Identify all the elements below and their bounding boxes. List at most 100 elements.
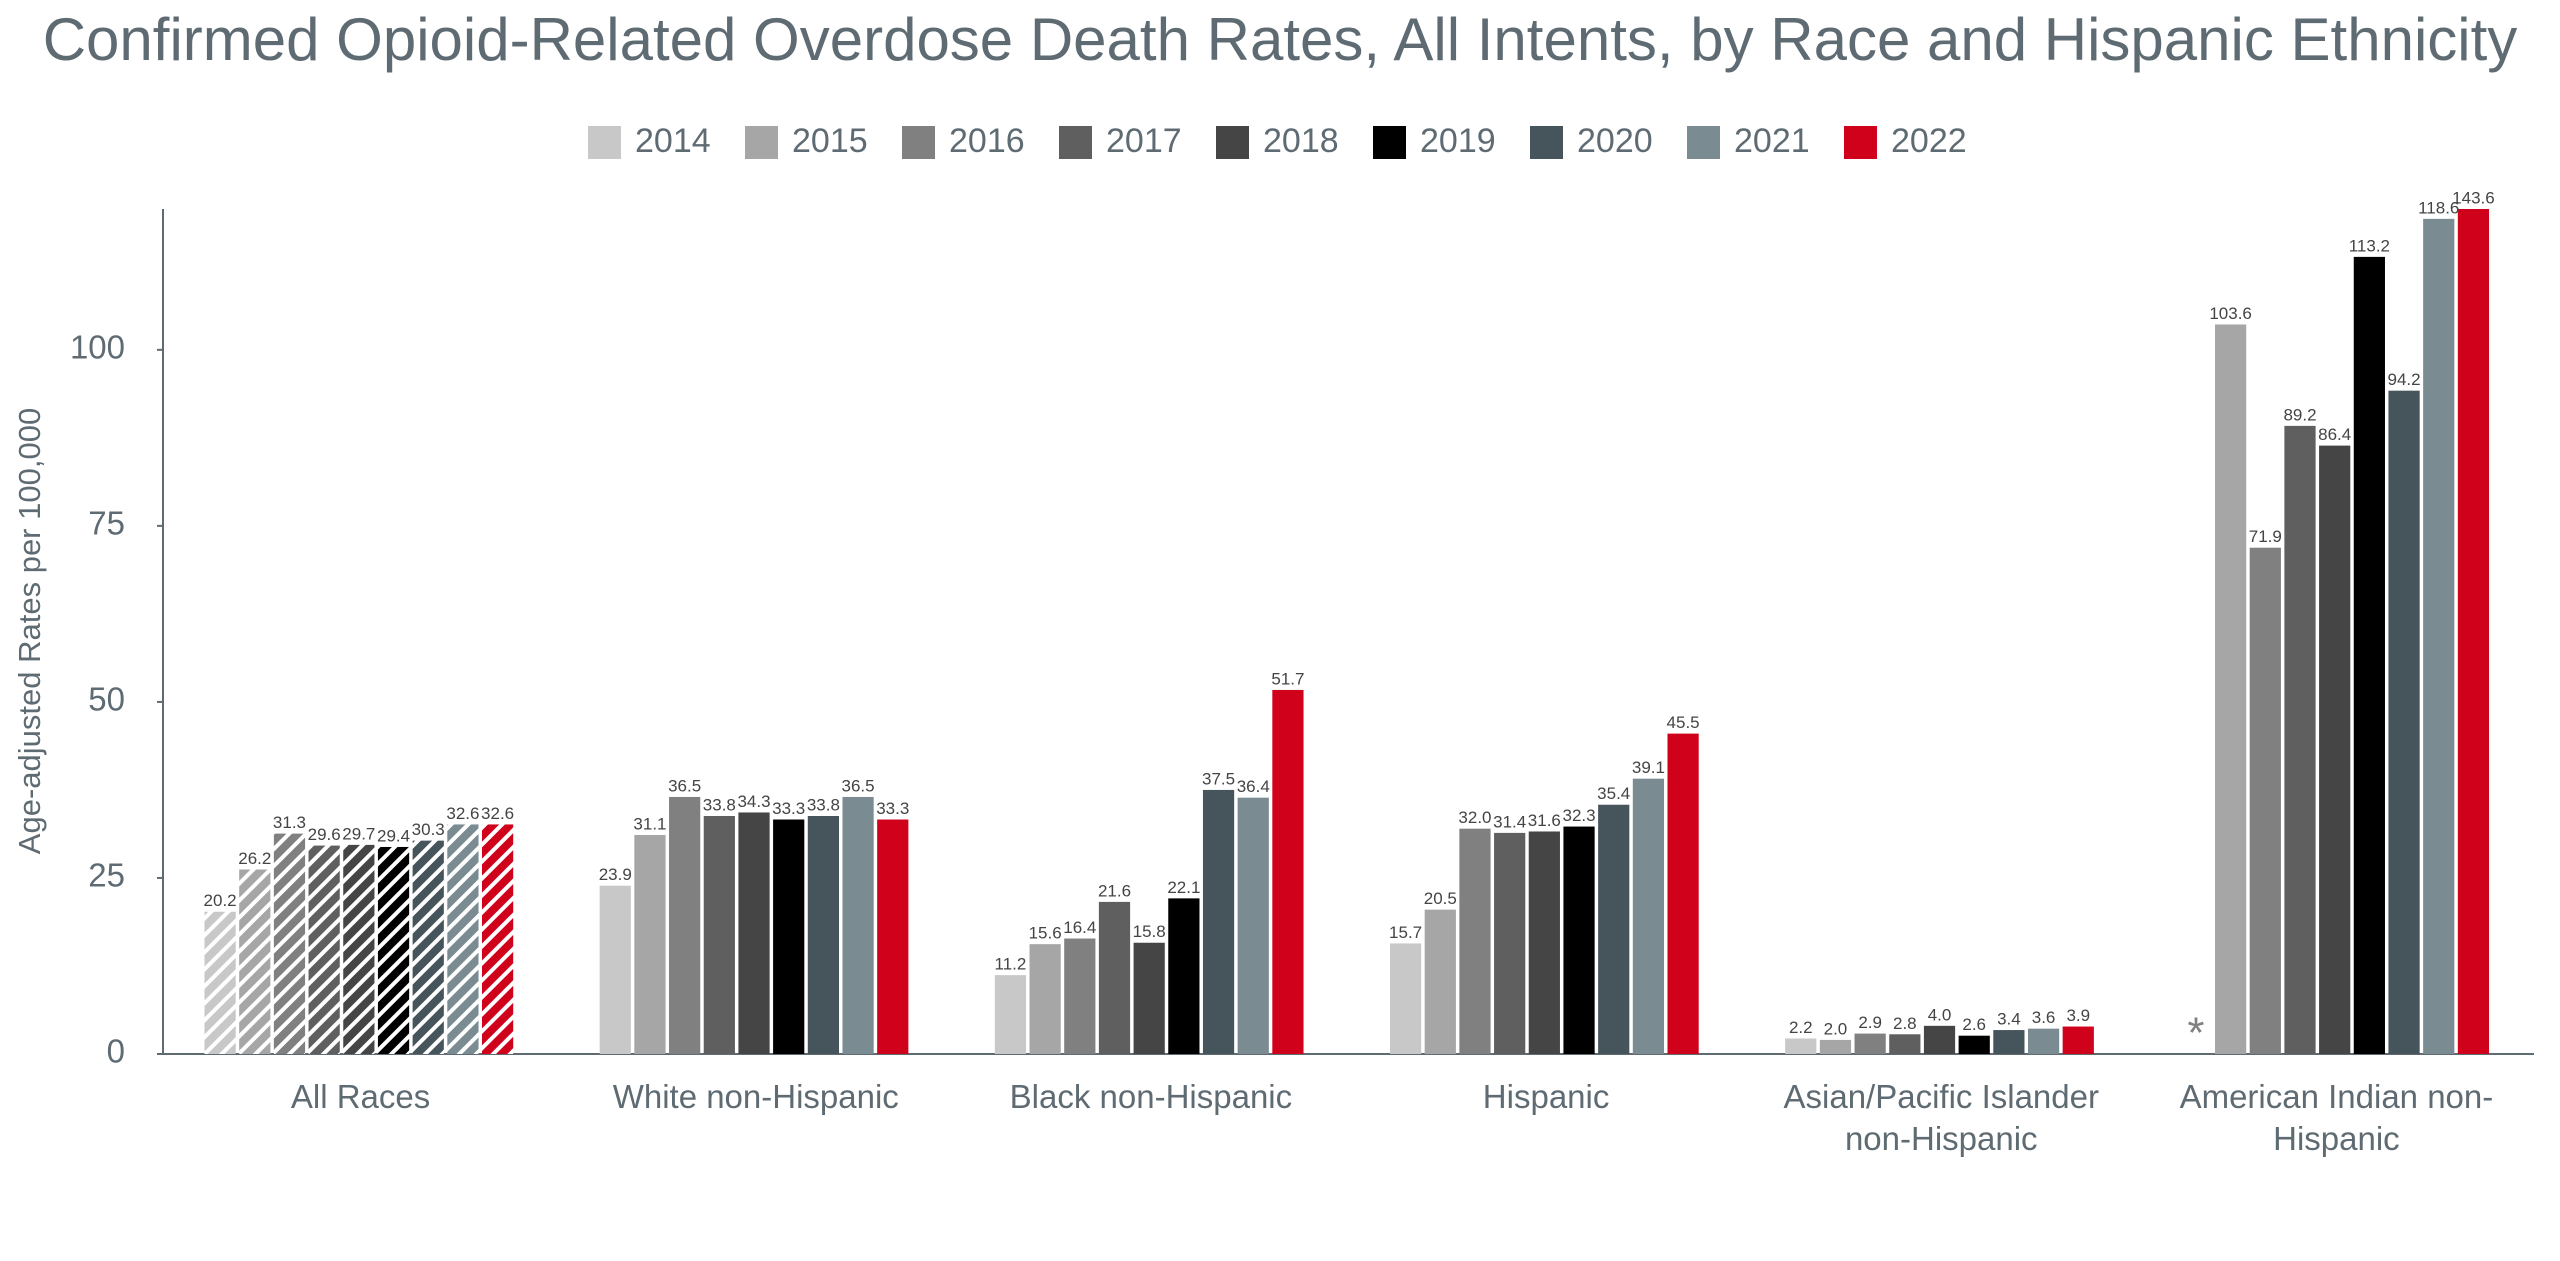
y-tick-label: 50: [88, 681, 125, 718]
y-tick-label: 100: [70, 329, 125, 366]
bar: [1632, 778, 1665, 1054]
value-label: 33.3: [772, 799, 805, 818]
bar: [2353, 256, 2385, 1054]
value-label: 31.1: [633, 814, 666, 833]
y-tick-label: 25: [88, 857, 125, 894]
x-tick-label: American Indian non-Hispanic: [2179, 1078, 2494, 1157]
x-tick-label: All Races: [290, 1078, 431, 1115]
legend-label: 2019: [1420, 122, 1496, 160]
legend-swatch: [1216, 126, 1249, 159]
bar: [2284, 425, 2316, 1054]
value-label: 86.4: [2318, 425, 2351, 444]
legend-swatch: [1687, 126, 1720, 159]
bar: [2319, 445, 2351, 1054]
bar: [1064, 938, 1096, 1054]
bar: [703, 815, 735, 1054]
value-label: 20.2: [204, 891, 237, 910]
bar: [2423, 218, 2455, 1054]
bar: [738, 812, 770, 1054]
value-label: 36.4: [1237, 777, 1270, 796]
value-label: 2.6: [1962, 1015, 1986, 1034]
value-label: 15.6: [1029, 924, 1062, 943]
legend-label: 2018: [1263, 122, 1339, 160]
bar: [773, 819, 805, 1054]
bar: [1272, 689, 1304, 1054]
plot-area: [204, 209, 2490, 1054]
value-label: 3.4: [1997, 1010, 2021, 1029]
bar: [1923, 1025, 1956, 1054]
legend-label: 2014: [635, 122, 711, 160]
bar: [2388, 390, 2420, 1054]
value-label: 29.7: [342, 824, 375, 843]
value-label: 32.6: [446, 804, 479, 823]
x-tick-label: Black non-Hispanic: [1009, 1078, 1293, 1115]
value-label: 33.8: [807, 795, 840, 814]
value-label: 31.3: [273, 813, 306, 832]
legend-label: 2016: [949, 122, 1025, 160]
bar: [1993, 1030, 2025, 1054]
value-label: 36.5: [668, 776, 701, 795]
value-label: 34.3: [737, 792, 770, 811]
value-label: 36.5: [842, 776, 875, 795]
value-label: 21.6: [1098, 881, 1131, 900]
value-label: 2.2: [1789, 1018, 1813, 1037]
value-label: 3.9: [2066, 1006, 2090, 1025]
legend-swatch: [588, 126, 621, 159]
bar: [1563, 826, 1595, 1054]
value-label: 22.1: [1167, 878, 1200, 897]
value-label: 32.6: [481, 804, 514, 823]
y-axis-title: Age-adjusted Rates per 100,000: [12, 408, 47, 854]
value-label: 16.4: [1063, 918, 1096, 937]
value-label: 29.6: [308, 825, 341, 844]
value-label: 33.3: [876, 799, 909, 818]
value-label: 30.3: [412, 820, 445, 839]
bar: [481, 824, 514, 1054]
value-label: 89.2: [2283, 405, 2316, 424]
value-label: 51.7: [1271, 669, 1304, 688]
value-label: 118.6: [2418, 198, 2459, 217]
bar: [807, 815, 839, 1054]
bar: [204, 911, 236, 1054]
bar: [412, 840, 444, 1054]
bar: [1528, 831, 1560, 1054]
value-label: 2.0: [1824, 1019, 1848, 1038]
bar: [1785, 1038, 1817, 1054]
legend-label: 2021: [1734, 122, 1810, 160]
value-label: 20.5: [1424, 889, 1457, 908]
legend-label: 2022: [1891, 122, 1967, 160]
bar: [634, 835, 666, 1054]
legend-label: 2020: [1577, 122, 1653, 160]
value-label: 33.8: [703, 795, 736, 814]
bar: [1889, 1034, 1921, 1054]
bar: [2457, 209, 2490, 1054]
legend-swatch: [1059, 126, 1092, 159]
y-tick-label: 0: [107, 1033, 125, 1070]
value-label: 37.5: [1202, 769, 1235, 788]
missing-marker: *: [2187, 1009, 2204, 1058]
value-label: 31.4: [1493, 812, 1526, 831]
value-label: 29.4: [377, 826, 410, 845]
bar: [1958, 1035, 1990, 1054]
legend-swatch: [1844, 126, 1877, 159]
bar: [1168, 898, 1200, 1054]
value-label: 94.2: [2388, 370, 2421, 389]
bar: [1424, 909, 1456, 1054]
value-label: 35.4: [1597, 784, 1630, 803]
value-label: 11.2: [995, 955, 1027, 974]
bar: [2027, 1028, 2060, 1054]
bar: [1133, 942, 1165, 1054]
bar: [1494, 832, 1526, 1054]
value-label: 103.6: [2209, 304, 2252, 323]
value-label: 143.6: [2452, 188, 2495, 207]
bar: [1667, 733, 1699, 1054]
value-label: 32.0: [1458, 808, 1491, 827]
bar: [877, 819, 909, 1054]
bar: [1202, 789, 1235, 1054]
bar: [1459, 828, 1491, 1054]
bar: [377, 846, 410, 1054]
value-label: 15.7: [1389, 923, 1422, 942]
legend-swatch: [902, 126, 935, 159]
x-tick-label: Hispanic: [1482, 1078, 1610, 1115]
